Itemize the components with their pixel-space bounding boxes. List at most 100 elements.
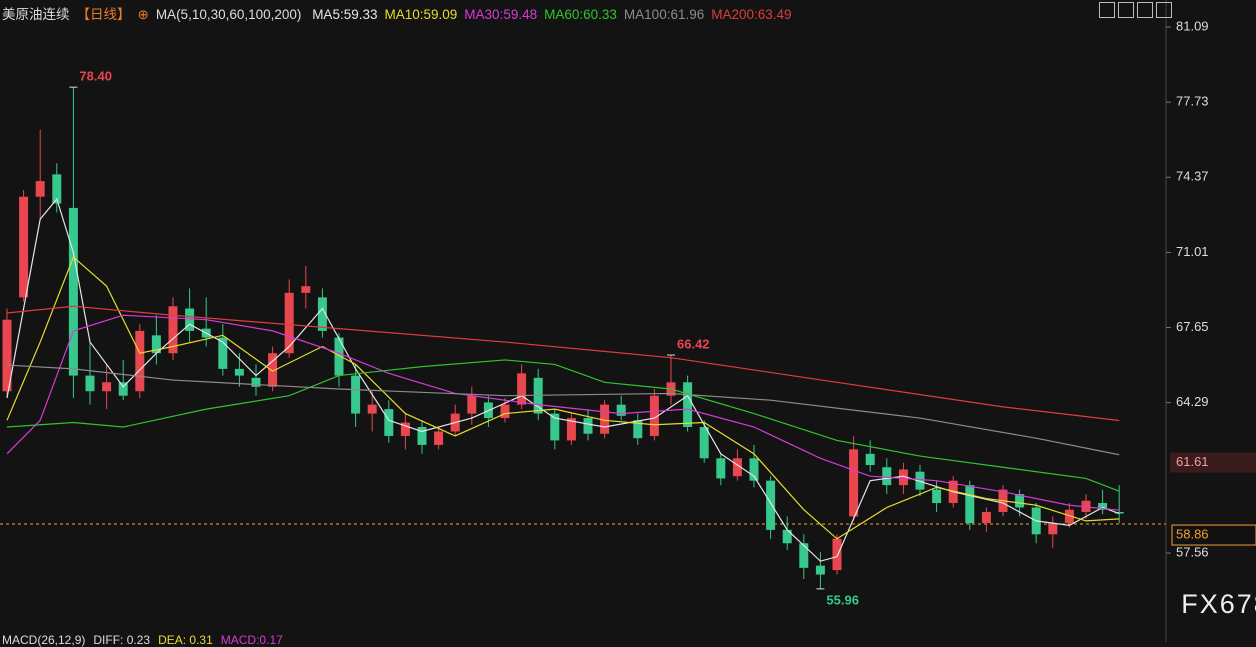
- candle-body: [185, 308, 195, 331]
- candle-body: [832, 538, 842, 571]
- ma-legend: MA5:59.33: [312, 7, 378, 22]
- candle-body: [218, 337, 228, 369]
- candle-body: [517, 373, 527, 405]
- toolbar: [1096, 2, 1172, 23]
- candle-body: [849, 449, 859, 517]
- candle-body: [749, 458, 759, 481]
- candle-body: [1064, 509, 1074, 524]
- candle-body: [334, 337, 344, 376]
- ma-line: [6, 256, 1120, 540]
- candle-body: [151, 335, 161, 354]
- candle-body: [616, 404, 626, 416]
- candle-body: [102, 382, 112, 392]
- y-tick-label: 77.73: [1176, 94, 1209, 109]
- last-price-label: 58.86: [1176, 526, 1209, 541]
- y-tick-label: 74.37: [1176, 169, 1209, 184]
- ma-line: [6, 305, 1120, 422]
- candle-body: [367, 404, 377, 414]
- y-tick-label: 67.65: [1176, 319, 1209, 334]
- candle-body: [782, 529, 792, 544]
- ma-line: [6, 359, 1120, 492]
- candle-body: [434, 431, 444, 445]
- y-tick-label: 57.56: [1176, 545, 1209, 560]
- extreme-label: 78.40: [79, 69, 112, 84]
- candle-body: [716, 458, 726, 479]
- candle-body: [234, 368, 244, 376]
- candle-body: [500, 404, 510, 419]
- candle-body: [251, 377, 261, 387]
- candle-body: [583, 418, 593, 434]
- ma-params: MA(5,10,30,60,100,200): [155, 7, 302, 22]
- candle-body: [351, 375, 361, 414]
- tool-button[interactable]: [1118, 2, 1134, 18]
- candle-body: [135, 330, 145, 392]
- candle-body: [600, 404, 610, 434]
- candle-body: [168, 306, 178, 354]
- y-tick-label: 81.09: [1176, 18, 1209, 33]
- candle-body: [1098, 503, 1108, 510]
- candle-body: [35, 181, 45, 197]
- ma-legend: MA200:63.49: [711, 7, 792, 22]
- tool-button[interactable]: [1156, 2, 1172, 18]
- candle-body: [566, 418, 576, 441]
- candle-body: [85, 375, 95, 392]
- candle-body: [732, 458, 742, 477]
- candle-body: [1114, 511, 1124, 514]
- ma-line: [6, 314, 1120, 511]
- candle-body: [649, 395, 659, 436]
- ma-legend: MA60:60.33: [544, 7, 617, 22]
- candle-body: [633, 420, 643, 439]
- price-marker-label: 61.61: [1176, 454, 1209, 469]
- candle-body: [550, 413, 560, 441]
- tool-button[interactable]: [1099, 2, 1115, 18]
- candle-body: [417, 427, 427, 445]
- extreme-label: 55.96: [826, 592, 859, 607]
- period[interactable]: 【日线】: [76, 7, 131, 22]
- candle-body: [865, 453, 875, 466]
- candle-body: [683, 382, 693, 428]
- candle-body: [284, 292, 294, 354]
- candle-body: [1048, 523, 1058, 535]
- symbol: 美原油连续: [2, 7, 70, 22]
- candle-body: [766, 480, 776, 530]
- candle-body: [400, 422, 410, 436]
- y-tick-label: 64.29: [1176, 394, 1209, 409]
- candle-body: [467, 395, 477, 414]
- ma-line: [6, 364, 1120, 456]
- candle-body: [118, 382, 128, 396]
- candle-body: [68, 207, 78, 376]
- macd-label: MACD(26,12,9): [2, 633, 86, 647]
- candle-body: [898, 469, 908, 486]
- candle-body: [384, 409, 394, 436]
- candle-body: [932, 489, 942, 504]
- candle-body: [882, 467, 892, 486]
- candle-body: [2, 319, 12, 392]
- candle-body: [965, 485, 975, 524]
- add-icon[interactable]: ⊕: [137, 7, 149, 22]
- macd-header: MACD(26,12,9) DIFF: 0.23 DEA: 0.31 MACD:0.1…: [2, 633, 291, 647]
- price-marker: [1170, 452, 1256, 473]
- candle-body: [301, 286, 311, 293]
- candle-body: [268, 353, 278, 387]
- candle-body: [915, 471, 925, 490]
- candle-body: [19, 196, 29, 298]
- ma-legend: MA100:61.96: [623, 7, 705, 22]
- extreme-label: 66.42: [677, 336, 710, 351]
- macd-label: DIFF: 0.23: [93, 633, 151, 647]
- header: 美原油连续 【日线】 ⊕ MA(5,10,30,60,100,200) MA5:59.…: [2, 3, 799, 23]
- tool-button[interactable]: [1137, 2, 1153, 18]
- ma-legend: MA10:59.09: [384, 7, 458, 22]
- candle-body: [981, 511, 991, 524]
- candle-body: [317, 297, 327, 331]
- y-tick-label: 71.01: [1176, 244, 1209, 259]
- candle-body: [799, 543, 809, 568]
- candle-body: [52, 174, 62, 204]
- macd-label: DEA: 0.31: [158, 633, 213, 647]
- ma-line: [6, 197, 1120, 562]
- ma-legend: MA30:59.48: [464, 7, 538, 22]
- candle-body: [815, 565, 825, 575]
- macd-label: MACD:0.17: [220, 633, 283, 647]
